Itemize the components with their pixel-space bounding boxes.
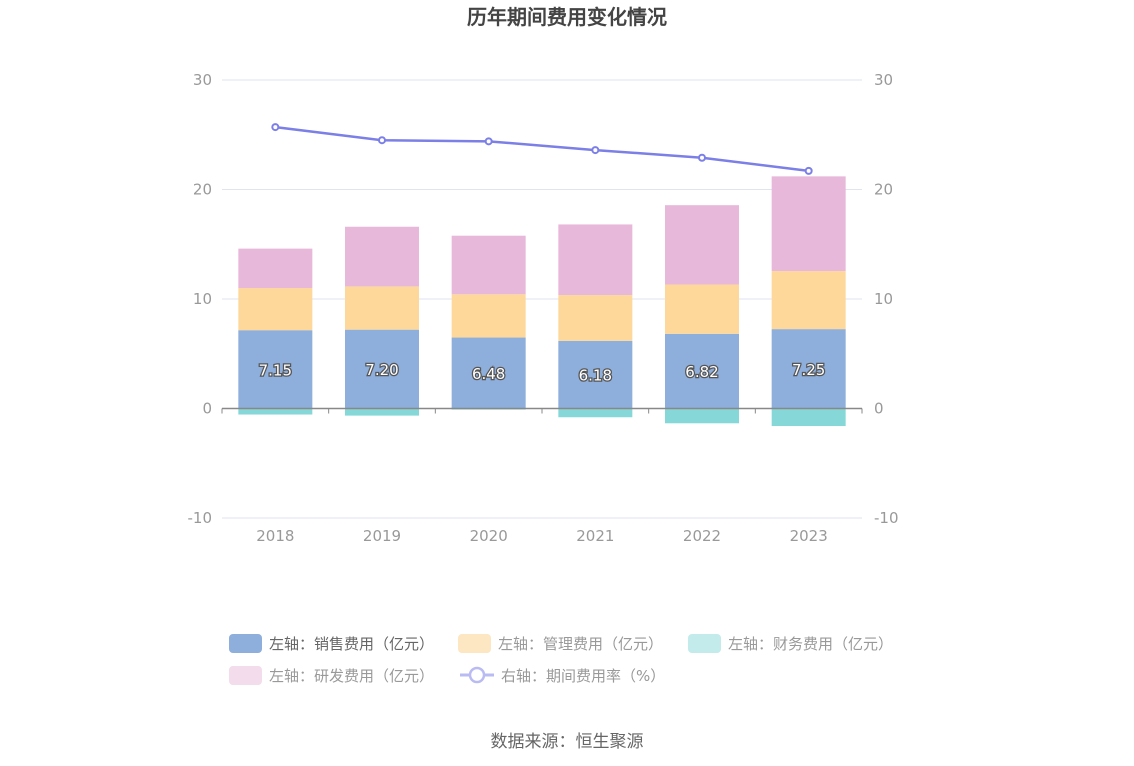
bar-segment — [345, 329, 419, 409]
bar-segment — [451, 294, 526, 338]
legend: 左轴：销售费用（亿元） 左轴：管理费用（亿元） 左轴：财务费用（亿元） 左轴：研… — [229, 634, 893, 685]
legend-item-rnd[interactable]: 左轴：研发费用（亿元） — [229, 666, 434, 685]
right-tick-label: 0 — [874, 400, 884, 418]
left-tick-label: -10 — [188, 509, 213, 527]
rate-point — [484, 137, 493, 146]
category-label: 2022 — [683, 527, 721, 545]
bar-data-label: 6.18 — [579, 367, 612, 385]
legend-item-sales[interactable]: 左轴：销售费用（亿元） — [229, 634, 434, 653]
legend-swatch-rnd — [229, 666, 262, 685]
bar-segment — [451, 235, 526, 295]
bar-segment — [665, 333, 739, 409]
right-tick-label: 30 — [874, 71, 893, 89]
right-tick-label: 10 — [874, 290, 893, 308]
left-tick-label: 30 — [193, 71, 212, 89]
right-tick-label: -10 — [874, 509, 899, 527]
rate-line — [271, 123, 813, 175]
rate-point — [804, 166, 813, 175]
legend-item-rate[interactable]: 右轴：期间费用率（%） — [460, 666, 665, 685]
bar-segment — [345, 226, 419, 287]
left-axis-ticks: -10 0 10 20 30 — [188, 71, 213, 527]
bar-segment — [558, 295, 633, 341]
bar-segment — [451, 337, 526, 409]
bar-segment — [665, 284, 739, 334]
legend-label-admin: 左轴：管理费用（亿元） — [498, 635, 663, 653]
legend-label-rate: 右轴：期间费用率（%） — [501, 667, 665, 685]
grid-lines — [222, 79, 862, 519]
legend-label-finance: 左轴：财务费用（亿元） — [728, 635, 893, 653]
bar-segment — [771, 329, 846, 409]
legend-label-sales: 左轴：销售费用（亿元） — [269, 635, 434, 653]
legend-label-rnd: 左轴：研发费用（亿元） — [269, 667, 434, 685]
bar-data-label: 7.15 — [259, 361, 292, 379]
rate-point — [591, 146, 600, 155]
bar-data-label: 6.48 — [472, 365, 505, 383]
category-label: 2021 — [576, 527, 614, 545]
legend-item-admin[interactable]: 左轴：管理费用（亿元） — [458, 634, 663, 653]
bar-segment — [238, 288, 313, 331]
bar-segment — [558, 408, 633, 418]
rate-point — [698, 153, 706, 162]
source-note: 数据来源：恒生聚源 — [491, 732, 644, 752]
bar-segment — [665, 205, 739, 285]
bar-segment — [238, 248, 313, 289]
bar-data-label: 7.20 — [365, 361, 398, 379]
category-labels: 2018 2019 2020 2021 2022 2023 — [221, 408, 863, 545]
bar-segment — [771, 408, 846, 427]
left-tick-label: 0 — [202, 400, 212, 418]
right-axis-ticks: -10 0 10 20 30 — [874, 71, 899, 527]
right-tick-label: 20 — [874, 181, 893, 199]
legend-swatch-admin — [458, 634, 491, 653]
legend-swatch-finance — [688, 634, 721, 653]
bar-segment — [345, 408, 419, 416]
category-label: 2018 — [256, 527, 294, 545]
rate-line-path — [275, 125, 809, 173]
bar-segment — [558, 340, 633, 409]
bar-segment — [771, 176, 846, 272]
legend-marker-rate — [468, 666, 486, 684]
legend-item-finance[interactable]: 左轴：财务费用（亿元） — [688, 634, 893, 653]
chart-title: 历年期间费用变化情况 — [467, 5, 667, 29]
data-labels: 7.15 7.20 6.48 6.18 6.82 7.25 — [257, 360, 826, 386]
category-label: 2023 — [790, 527, 828, 545]
bar-segment — [771, 271, 846, 330]
left-tick-label: 10 — [193, 290, 212, 308]
bar-data-label: 7.25 — [792, 361, 825, 379]
bars — [238, 176, 846, 427]
bar-segment — [238, 408, 313, 415]
category-label: 2019 — [363, 527, 401, 545]
category-label: 2020 — [470, 527, 508, 545]
bar-segment — [558, 224, 633, 296]
legend-swatch-sales — [229, 634, 262, 653]
rate-point — [378, 136, 386, 145]
bar-data-label: 6.82 — [685, 363, 718, 381]
bar-segment — [345, 286, 419, 330]
rate-point — [271, 123, 280, 132]
bar-segment — [238, 330, 313, 409]
left-tick-label: 20 — [193, 181, 212, 199]
bar-segment — [665, 408, 739, 424]
